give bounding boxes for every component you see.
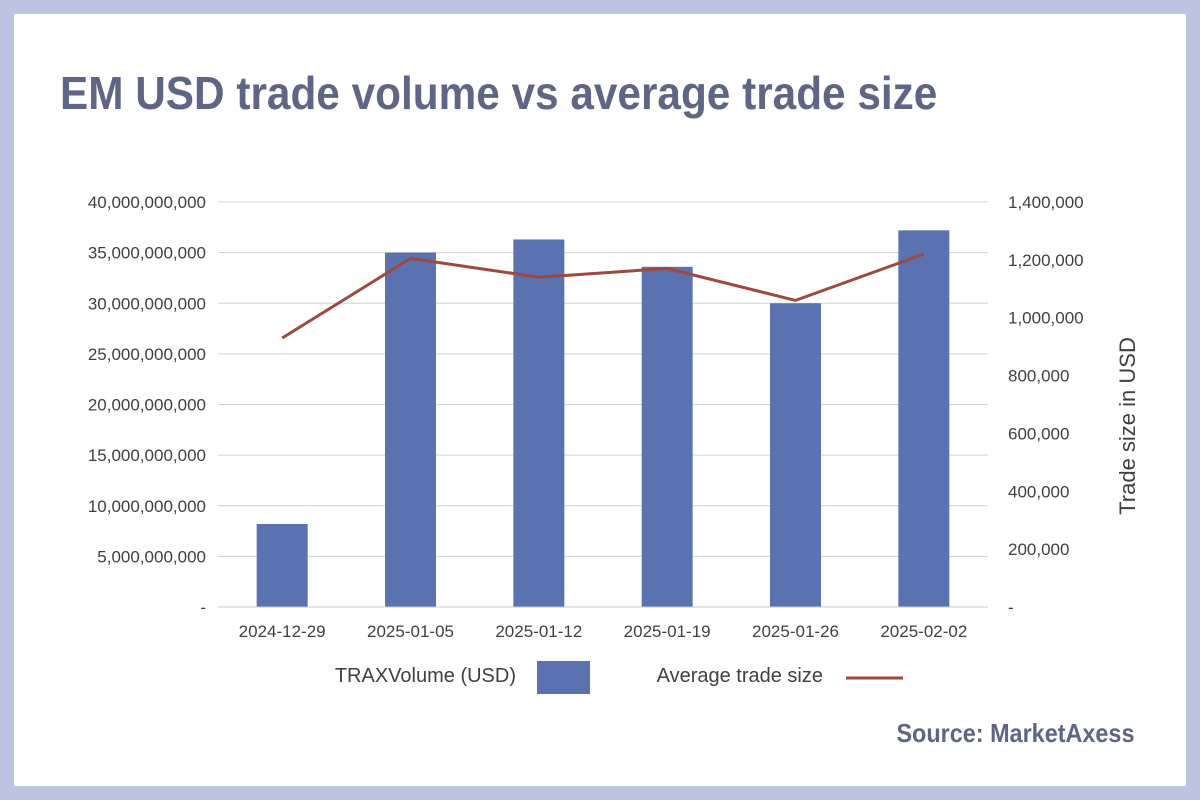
left-axis-tick-label: 40,000,000,000 (88, 193, 206, 212)
gridlines (218, 201, 988, 608)
right-axis-tick-label: 1,000,000 (1008, 309, 1084, 328)
source-note: Source: MarketAxess (895, 718, 1134, 748)
bar-series (256, 230, 950, 607)
axis-ticks: - 5,000,000,000 10,000,000,000 15,000,000,0… (88, 193, 1084, 641)
bar (385, 252, 436, 607)
right-axis-tick-label: - (1008, 598, 1014, 617)
right-axis-title: Trade size in USD (1115, 337, 1140, 515)
right-axis-tick-label: 400,000 (1008, 482, 1069, 501)
bar (256, 523, 308, 607)
bar (513, 239, 565, 607)
left-axis-tick-label: 25,000,000,000 (88, 345, 206, 364)
legend-label-volume: TRAXVolume (USD) (335, 665, 516, 687)
left-axis-tick-label: 5,000,000,000 (97, 547, 206, 566)
x-axis-tick-label: 2025-01-05 (367, 622, 454, 641)
right-axis-tick-label: 200,000 (1008, 540, 1069, 559)
left-axis-tick-label: 35,000,000,000 (88, 244, 206, 263)
right-axis-tick-label: 600,000 (1008, 424, 1069, 443)
avg-trade-size-line (281, 252, 925, 340)
left-axis-tick-label: 30,000,000,000 (88, 294, 206, 313)
x-axis-tick-label: 2025-02-02 (880, 622, 967, 641)
right-axis-tick-label: 800,000 (1008, 367, 1069, 386)
x-axis-tick-label: 2025-01-19 (624, 622, 711, 641)
legend-swatch-volume (537, 661, 590, 694)
x-axis-tick-label: 2025-01-26 (752, 622, 839, 641)
legend: TRAXVolume (USD) Average trade size (335, 661, 903, 694)
left-axis-tick-label: 10,000,000,000 (88, 497, 206, 516)
line-series (218, 252, 988, 608)
right-axis-tick-label: 1,200,000 (1008, 251, 1084, 270)
x-axis-tick-label: 2025-01-12 (495, 622, 582, 641)
bar (770, 303, 821, 607)
right-axis-tick-label: 1,400,000 (1008, 193, 1084, 212)
bar (898, 230, 950, 607)
left-axis-tick-label: - (200, 598, 206, 617)
chart-card: EM USD trade volume vs average trade siz… (14, 14, 1186, 786)
bar (641, 266, 693, 607)
x-axis-tick-label: 2024-12-29 (239, 622, 326, 641)
legend-label-avg-size: Average trade size (657, 665, 823, 687)
left-axis-tick-label: 20,000,000,000 (88, 396, 206, 415)
left-axis-tick-label: 15,000,000,000 (88, 446, 206, 465)
chart-title: EM USD trade volume vs average trade siz… (60, 67, 938, 119)
